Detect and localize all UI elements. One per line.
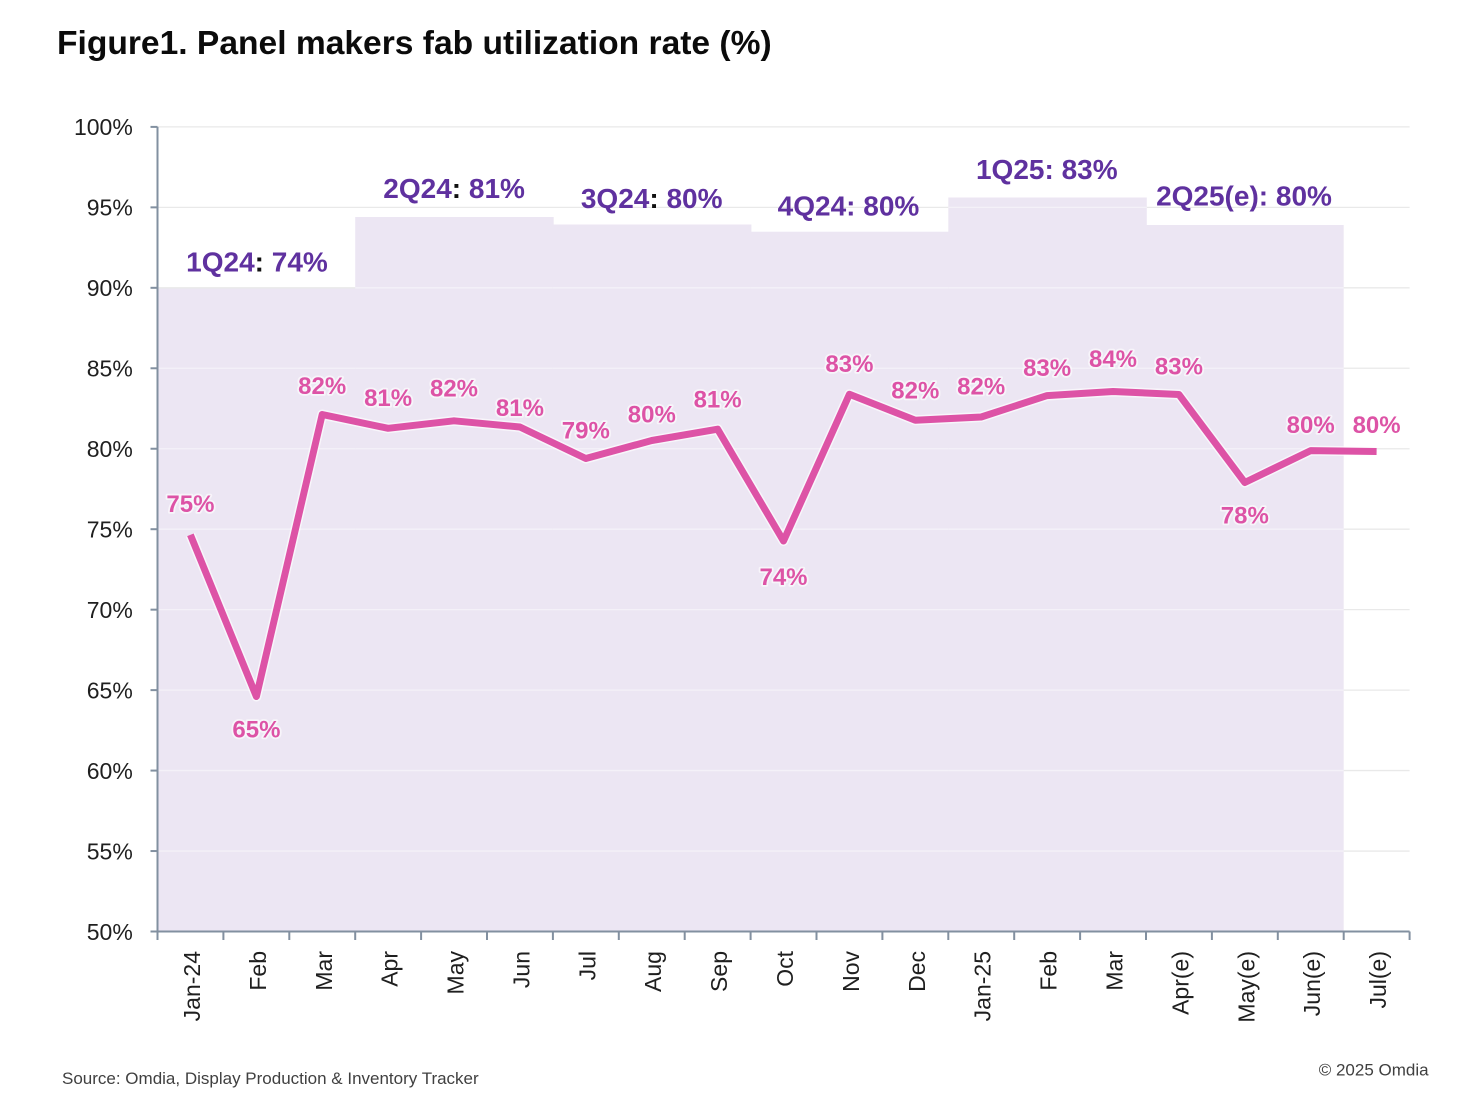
svg-text:65%: 65% [87, 677, 133, 703]
svg-text:83%: 83% [1155, 353, 1203, 380]
svg-text:Aug: Aug [640, 951, 666, 992]
svg-text:Apr(e): Apr(e) [1167, 951, 1193, 1015]
svg-text:80%: 80% [1353, 412, 1401, 439]
svg-text:81%: 81% [364, 385, 412, 412]
svg-text:60%: 60% [87, 758, 133, 784]
svg-text:95%: 95% [87, 195, 133, 221]
svg-text:Mar: Mar [311, 951, 337, 991]
svg-text:Jan-25: Jan-25 [970, 951, 996, 1021]
svg-text:100%: 100% [74, 114, 133, 140]
svg-text:Sep: Sep [706, 951, 732, 992]
svg-text:55%: 55% [87, 838, 133, 864]
svg-text:Oct: Oct [772, 950, 798, 986]
svg-text:79%: 79% [562, 417, 610, 444]
svg-text:2Q24: 81%: 2Q24: 81% [383, 173, 525, 204]
svg-text:Jun(e): Jun(e) [1299, 951, 1325, 1016]
svg-text:90%: 90% [87, 275, 133, 301]
svg-text:83%: 83% [1023, 355, 1071, 382]
svg-text:65%: 65% [232, 717, 280, 744]
svg-text:Feb: Feb [245, 951, 271, 991]
svg-text:Source: Omdia, Display Product: Source: Omdia, Display Production & Inve… [62, 1069, 479, 1088]
svg-text:84%: 84% [1089, 346, 1137, 373]
svg-text:81%: 81% [496, 395, 544, 422]
svg-text:Feb: Feb [1036, 951, 1062, 991]
svg-text:4Q24: 80%: 4Q24: 80% [778, 190, 920, 221]
svg-text:Nov: Nov [838, 951, 864, 992]
svg-text:80%: 80% [628, 401, 676, 428]
svg-text:Apr: Apr [377, 951, 403, 987]
svg-text:Jul: Jul [574, 951, 600, 980]
svg-text:1Q25: 83%: 1Q25: 83% [976, 154, 1118, 185]
svg-text:82%: 82% [891, 377, 939, 404]
svg-text:82%: 82% [430, 376, 478, 403]
svg-text:80%: 80% [1287, 412, 1335, 439]
svg-text:Jan-24: Jan-24 [179, 951, 205, 1022]
svg-text:Mar: Mar [1102, 951, 1128, 991]
svg-text:82%: 82% [298, 373, 346, 400]
svg-text:83%: 83% [825, 351, 873, 378]
svg-text:81%: 81% [694, 386, 742, 413]
svg-text:3Q24: 80%: 3Q24: 80% [581, 183, 723, 214]
svg-text:2Q25(e): 80%: 2Q25(e): 80% [1156, 181, 1332, 212]
svg-text:Figure1. Panel makers fab util: Figure1. Panel makers fab utilization ra… [57, 25, 772, 62]
svg-text:85%: 85% [87, 356, 133, 382]
svg-text:Dec: Dec [904, 951, 930, 992]
svg-text:78%: 78% [1221, 502, 1269, 529]
svg-text:75%: 75% [87, 517, 133, 543]
svg-text:May: May [443, 951, 469, 995]
svg-text:50%: 50% [87, 919, 133, 945]
svg-text:May(e): May(e) [1233, 951, 1259, 1023]
svg-text:Jun: Jun [508, 951, 534, 988]
svg-text:© 2025 Omdia: © 2025 Omdia [1319, 1060, 1429, 1079]
svg-text:70%: 70% [87, 597, 133, 623]
svg-text:74%: 74% [759, 564, 807, 591]
svg-text:1Q24: 74%: 1Q24: 74% [186, 247, 328, 278]
svg-text:80%: 80% [87, 436, 133, 462]
svg-text:Jul(e): Jul(e) [1365, 951, 1391, 1009]
svg-text:82%: 82% [957, 374, 1005, 401]
svg-text:75%: 75% [166, 491, 214, 518]
